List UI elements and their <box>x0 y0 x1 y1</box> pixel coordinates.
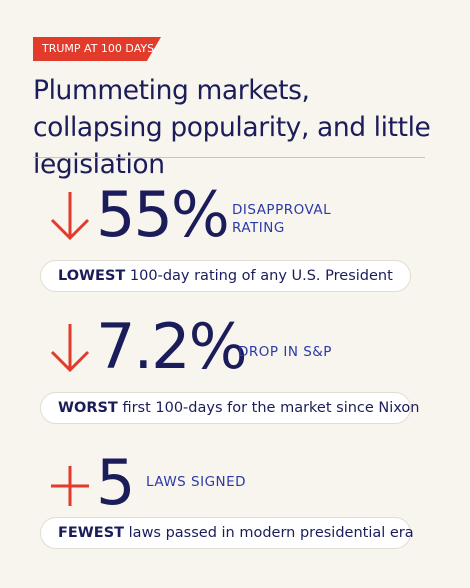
note: FEWEST laws passed in modern presidentia… <box>40 517 414 549</box>
note-text: laws passed in modern presidential era <box>128 525 414 541</box>
figure: 5 <box>96 446 135 519</box>
note: LOWEST 100-day rating of any U.S. Presid… <box>40 260 411 292</box>
note-bold: WORST <box>58 400 118 416</box>
down-arrow-icon <box>50 192 90 241</box>
figure: 55% <box>96 178 230 251</box>
stat: 7.2% DROP IN S&P WORST first 100-days fo… <box>0 316 470 440</box>
title: Plummeting markets, collapsing popularit… <box>33 75 431 180</box>
note: WORST first 100-days for the market sinc… <box>40 392 420 424</box>
stat: 5 LAWS SIGNED FEWEST laws passed in mode… <box>0 446 470 574</box>
tag: TRUMP AT 100 DAYS <box>33 37 161 61</box>
stat-label: LAWS SIGNED <box>146 474 247 490</box>
divider <box>33 157 425 158</box>
note-bold: LOWEST <box>58 268 126 284</box>
stat: 55% DISAPPROVAL RATING LOWEST 100-day ra… <box>0 184 470 308</box>
figure: 7.2% <box>96 310 248 383</box>
note-bold: FEWEST <box>58 525 125 541</box>
down-arrow-icon <box>50 324 90 373</box>
note-text: 100-day rating of any U.S. President <box>129 268 393 284</box>
note-text: first 100-days for the market since Nixo… <box>122 400 420 416</box>
stat-label: DROP IN S&P <box>238 344 332 360</box>
stat-label: DISAPPROVAL RATING <box>232 202 332 236</box>
plus-icon <box>51 466 89 506</box>
